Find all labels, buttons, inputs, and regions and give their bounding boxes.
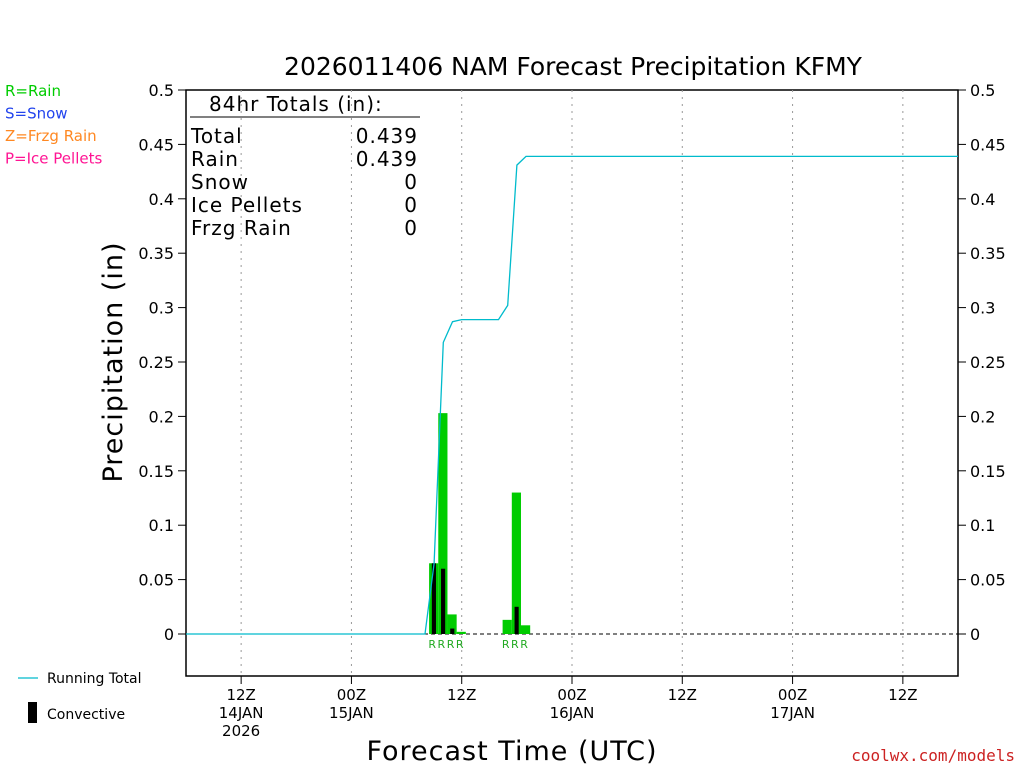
y-tick-label-right: 0.15 — [970, 462, 1006, 481]
x-tick-label: 12Z — [447, 686, 476, 704]
y-tick-label: 0.05 — [138, 571, 174, 590]
type-legend-entry: R=Rain — [5, 82, 61, 100]
rain-bar — [438, 413, 448, 634]
precip-type-label: R — [511, 638, 519, 651]
running-total-line — [186, 155, 958, 635]
y-tick-label: 0.15 — [138, 462, 174, 481]
y-tick-label-right: 0.05 — [970, 571, 1006, 590]
x-tick-label: 17JAN — [770, 704, 815, 722]
y-tick-label: 0.25 — [138, 353, 174, 372]
rain-bar — [456, 631, 466, 634]
running-total-legend-label: Running Total — [47, 671, 142, 687]
convective-bars — [431, 563, 519, 634]
convective-legend-swatch — [28, 702, 37, 723]
rain-bar — [520, 625, 531, 634]
totals-row-label: Ice Pellets — [191, 193, 303, 217]
totals-row-label: Rain — [191, 147, 239, 171]
totals-row-value: 0 — [404, 216, 418, 240]
y-tick-label: 0.3 — [149, 299, 174, 318]
x-tick-label: 12Z — [888, 686, 917, 704]
totals-row-value: 0.439 — [356, 124, 418, 148]
y-tick-label: 0.1 — [149, 516, 174, 535]
precip-type-legend: R=Rain S=Snow Z=Frzg Rain P=Ice Pellets — [5, 82, 102, 168]
rain-bar — [511, 492, 521, 634]
convective-bar — [514, 606, 519, 634]
x-tick-label: 15JAN — [329, 704, 374, 722]
x-tick-label: 16JAN — [550, 704, 595, 722]
chart-title: 2026011406 NAM Forecast Precipitation KF… — [284, 52, 863, 81]
credit-text: coolwx.com/models — [851, 746, 1015, 765]
precip-type-label: R — [502, 638, 510, 651]
y-tick-label: 0.35 — [138, 244, 174, 263]
convective-legend-label: Convective — [47, 707, 125, 723]
convective-bar — [431, 563, 436, 634]
y-tick-label: 0.2 — [149, 407, 174, 426]
x-tick-label: 00Z — [778, 686, 807, 704]
totals-row-value: 0 — [404, 193, 418, 217]
y-tick-label-right: 0 — [970, 625, 980, 644]
y-tick-label-right: 0.2 — [970, 407, 995, 426]
y-tick-label-right: 0.3 — [970, 299, 995, 318]
totals-box: 84hr Totals (in): Total 0.439 Rain 0.439 Snow… — [190, 92, 420, 240]
totals-row-label: Snow — [191, 170, 249, 194]
precip-type-label: R — [520, 638, 528, 651]
x-gridlines — [240, 90, 904, 676]
y-tick-label: 0 — [164, 625, 174, 644]
y-tick-label-right: 0.1 — [970, 516, 995, 535]
totals-heading: 84hr Totals (in): — [209, 92, 383, 116]
rain-bar — [447, 614, 457, 634]
y-tick-label-right: 0.5 — [970, 81, 995, 100]
y-tick-label: 0.5 — [149, 81, 174, 100]
y-axis-label: Precipitation (in) — [98, 241, 129, 482]
y-axis-right: 0 0.05 0.1 0.15 0.2 0.25 0.3 0.35 0.4 0.45 0.5 — [958, 81, 1006, 644]
type-legend-entry: P=Ice Pellets — [5, 150, 102, 168]
bottom-legend: Running Total Convective — [18, 671, 142, 723]
totals-row-label: Frzg Rain — [191, 216, 292, 240]
rain-bar — [502, 619, 512, 634]
x-tick-label: 2026 — [222, 722, 260, 740]
precip-type-label: R — [456, 638, 464, 651]
precip-type-label: R — [428, 638, 436, 651]
totals-row-label: Total — [190, 124, 243, 148]
precip-type-label: R — [447, 638, 455, 651]
x-tick-label: 12Z — [668, 686, 697, 704]
y-tick-label-right: 0.4 — [970, 190, 995, 209]
x-tick-label: 00Z — [337, 686, 366, 704]
x-tick-label: 00Z — [557, 686, 586, 704]
convective-bar — [450, 628, 455, 634]
y-tick-label-right: 0.25 — [970, 353, 1006, 372]
convective-bar — [441, 568, 446, 634]
y-tick-label: 0.4 — [149, 190, 174, 209]
y-tick-label: 0.45 — [138, 135, 174, 154]
totals-row-value: 0 — [404, 170, 418, 194]
type-legend-entry: S=Snow — [5, 105, 68, 123]
totals-row-value: 0.439 — [356, 147, 418, 171]
precip-type-label: R — [438, 638, 446, 651]
y-axis-left: 0 0.05 0.1 0.15 0.2 0.25 0.3 0.35 0.4 0.45 0.5 — [138, 81, 186, 644]
y-tick-label-right: 0.45 — [970, 135, 1006, 154]
x-tick-label: 14JAN — [219, 704, 264, 722]
type-legend-entry: Z=Frzg Rain — [5, 127, 97, 145]
x-tick-label: 12Z — [226, 686, 255, 704]
y-tick-label-right: 0.35 — [970, 244, 1006, 263]
x-axis-label: Forecast Time (UTC) — [366, 736, 657, 767]
